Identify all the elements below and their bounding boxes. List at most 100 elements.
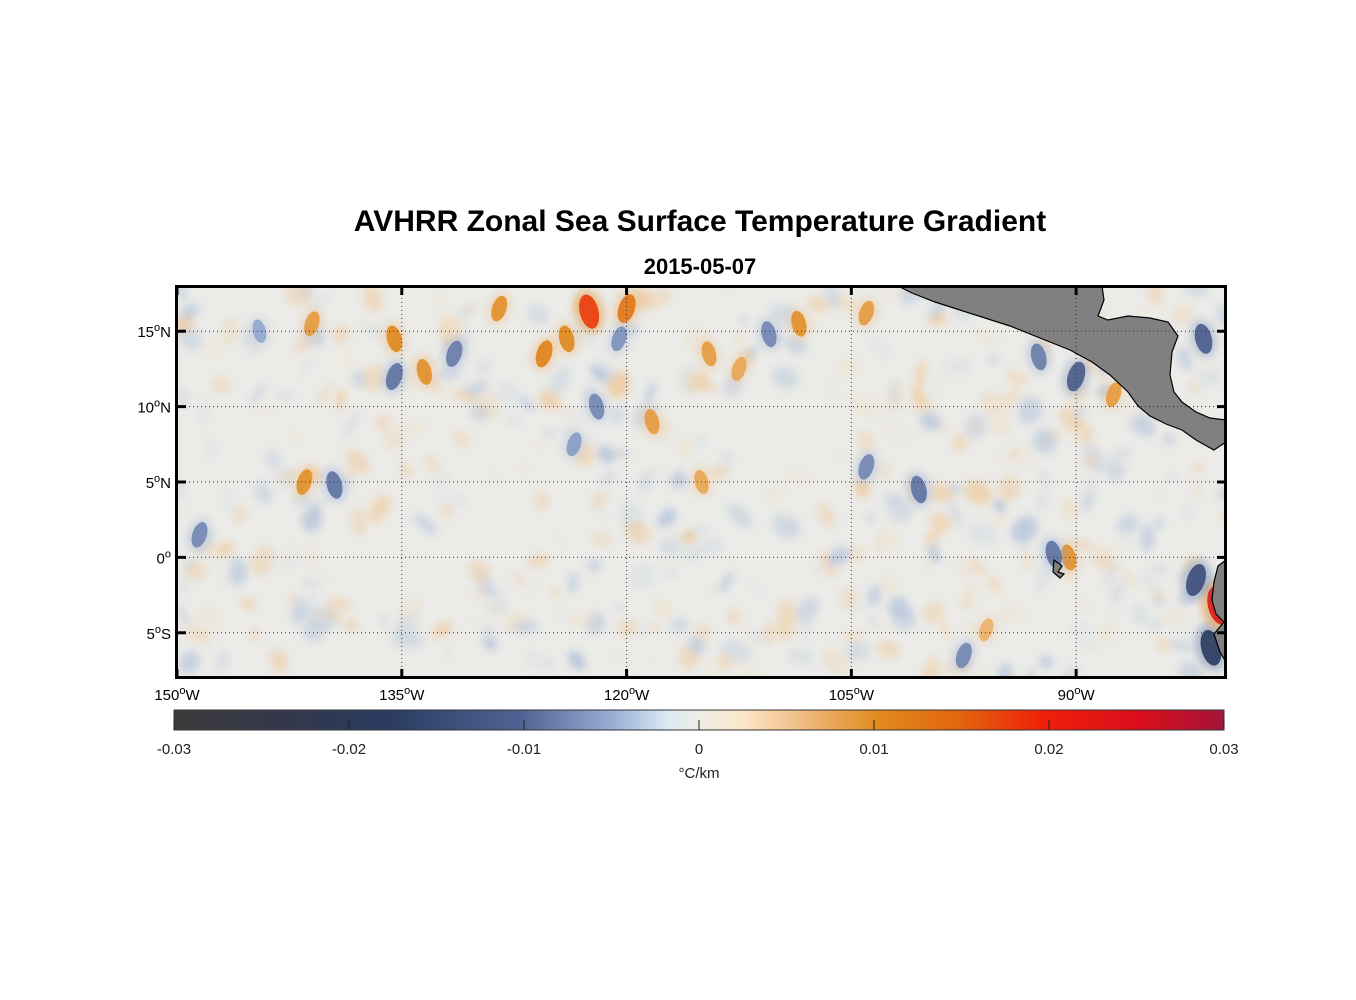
warm-gradient-feature <box>612 289 641 328</box>
texture-patch <box>524 650 542 669</box>
texture-patch <box>438 493 469 509</box>
texture-patch <box>644 382 657 402</box>
texture-patch <box>407 549 425 565</box>
texture-patch <box>614 604 622 612</box>
texture-patch <box>693 375 718 392</box>
texture-patch <box>970 557 987 577</box>
texture-patch <box>1166 472 1177 483</box>
texture-patch <box>568 650 586 671</box>
texture-patch <box>511 620 539 633</box>
texture-patch <box>1106 463 1125 482</box>
texture-patch <box>1179 505 1195 521</box>
texture-patch <box>1162 433 1176 446</box>
texture-patch <box>922 602 945 623</box>
texture-patch <box>1080 633 1105 649</box>
land-layer <box>897 286 1226 664</box>
texture-patch <box>316 383 333 405</box>
cold-gradient-feature <box>187 518 212 552</box>
texture-patch <box>647 527 660 539</box>
texture-patch <box>590 491 609 509</box>
texture-patch <box>217 541 234 556</box>
warm-gradient-feature <box>554 321 579 357</box>
texture-patch <box>739 315 748 325</box>
texture-patch <box>879 574 899 596</box>
cold-gradient-feature <box>1180 559 1212 601</box>
texture-patch <box>214 586 246 593</box>
texture-patch <box>505 413 522 428</box>
x-tick-label: 105oW <box>829 685 875 704</box>
texture-patch <box>542 429 558 438</box>
texture-patch <box>343 430 359 453</box>
x-tick-label: 90oW <box>1058 685 1096 704</box>
texture-patch <box>764 487 784 503</box>
texture-patch <box>348 536 369 560</box>
texture-patch <box>434 471 451 488</box>
warm-gradient-feature <box>573 289 605 334</box>
texture-patch <box>474 390 500 419</box>
texture-patch <box>890 379 898 406</box>
texture-patch <box>277 391 294 401</box>
texture-patch <box>560 406 572 415</box>
texture-patch <box>976 321 1008 336</box>
texture-patch <box>688 636 705 654</box>
texture-patch <box>335 388 346 411</box>
y-tick-label: 5oS <box>147 624 171 643</box>
texture-patch <box>938 465 957 482</box>
cold-gradient-feature <box>854 450 879 484</box>
texture-patch <box>474 572 488 592</box>
texture-patch <box>659 539 680 557</box>
texture-patch <box>609 448 632 458</box>
texture-patch <box>177 605 189 626</box>
texture-patch <box>874 395 891 411</box>
texture-patch <box>657 508 677 528</box>
texture-patch <box>464 615 476 625</box>
texture-patch <box>1161 612 1181 625</box>
texture-patch <box>1065 427 1087 445</box>
texture-patch <box>788 648 812 664</box>
texture-patch <box>1192 459 1205 475</box>
texture-patch <box>865 512 876 524</box>
cold-gradient-feature <box>1062 357 1091 396</box>
texture-patch <box>362 363 386 393</box>
texture-patch <box>296 649 312 663</box>
texture-patch <box>284 286 312 307</box>
texture-patch <box>202 339 225 362</box>
texture-patch <box>306 503 322 535</box>
texture-patch <box>1008 386 1021 402</box>
texture-patch <box>399 596 424 623</box>
texture-patch <box>846 545 865 565</box>
texture-patch <box>642 288 670 310</box>
texture-patch <box>217 487 238 512</box>
texture-patch <box>958 548 973 560</box>
texture-patch <box>177 286 188 300</box>
texture-patch <box>435 368 462 380</box>
texture-patch <box>1129 416 1154 436</box>
texture-patch <box>513 369 528 385</box>
texture-patch <box>866 585 882 606</box>
texture-patch <box>695 434 708 448</box>
texture-patch <box>249 382 266 408</box>
texture-patch <box>345 448 370 474</box>
texture-patch <box>721 450 735 466</box>
texture-patch <box>221 317 239 345</box>
texture-patch <box>194 606 222 630</box>
texture-patch <box>982 394 1011 410</box>
texture-patch <box>476 360 491 374</box>
x-tick-label: 135oW <box>379 685 425 704</box>
texture-patch <box>1011 516 1038 544</box>
south-america-land <box>1211 559 1226 664</box>
texture-patch <box>740 664 760 678</box>
texture-patch <box>990 415 1012 436</box>
texture-patch <box>567 611 595 628</box>
texture-patch <box>241 598 257 610</box>
texture-patch <box>1122 402 1141 416</box>
texture-patch <box>631 657 646 671</box>
texture-patch <box>863 640 879 652</box>
texture-patch <box>1036 489 1048 512</box>
texture-patch <box>404 373 415 394</box>
warm-gradient-feature <box>727 353 751 385</box>
y-tick-label: 15oN <box>137 322 171 341</box>
texture-patch <box>1149 564 1169 575</box>
texture-patch <box>785 336 807 355</box>
y-tick-labels: 15oN 10oN 5oN 0o 5oS <box>137 322 171 643</box>
